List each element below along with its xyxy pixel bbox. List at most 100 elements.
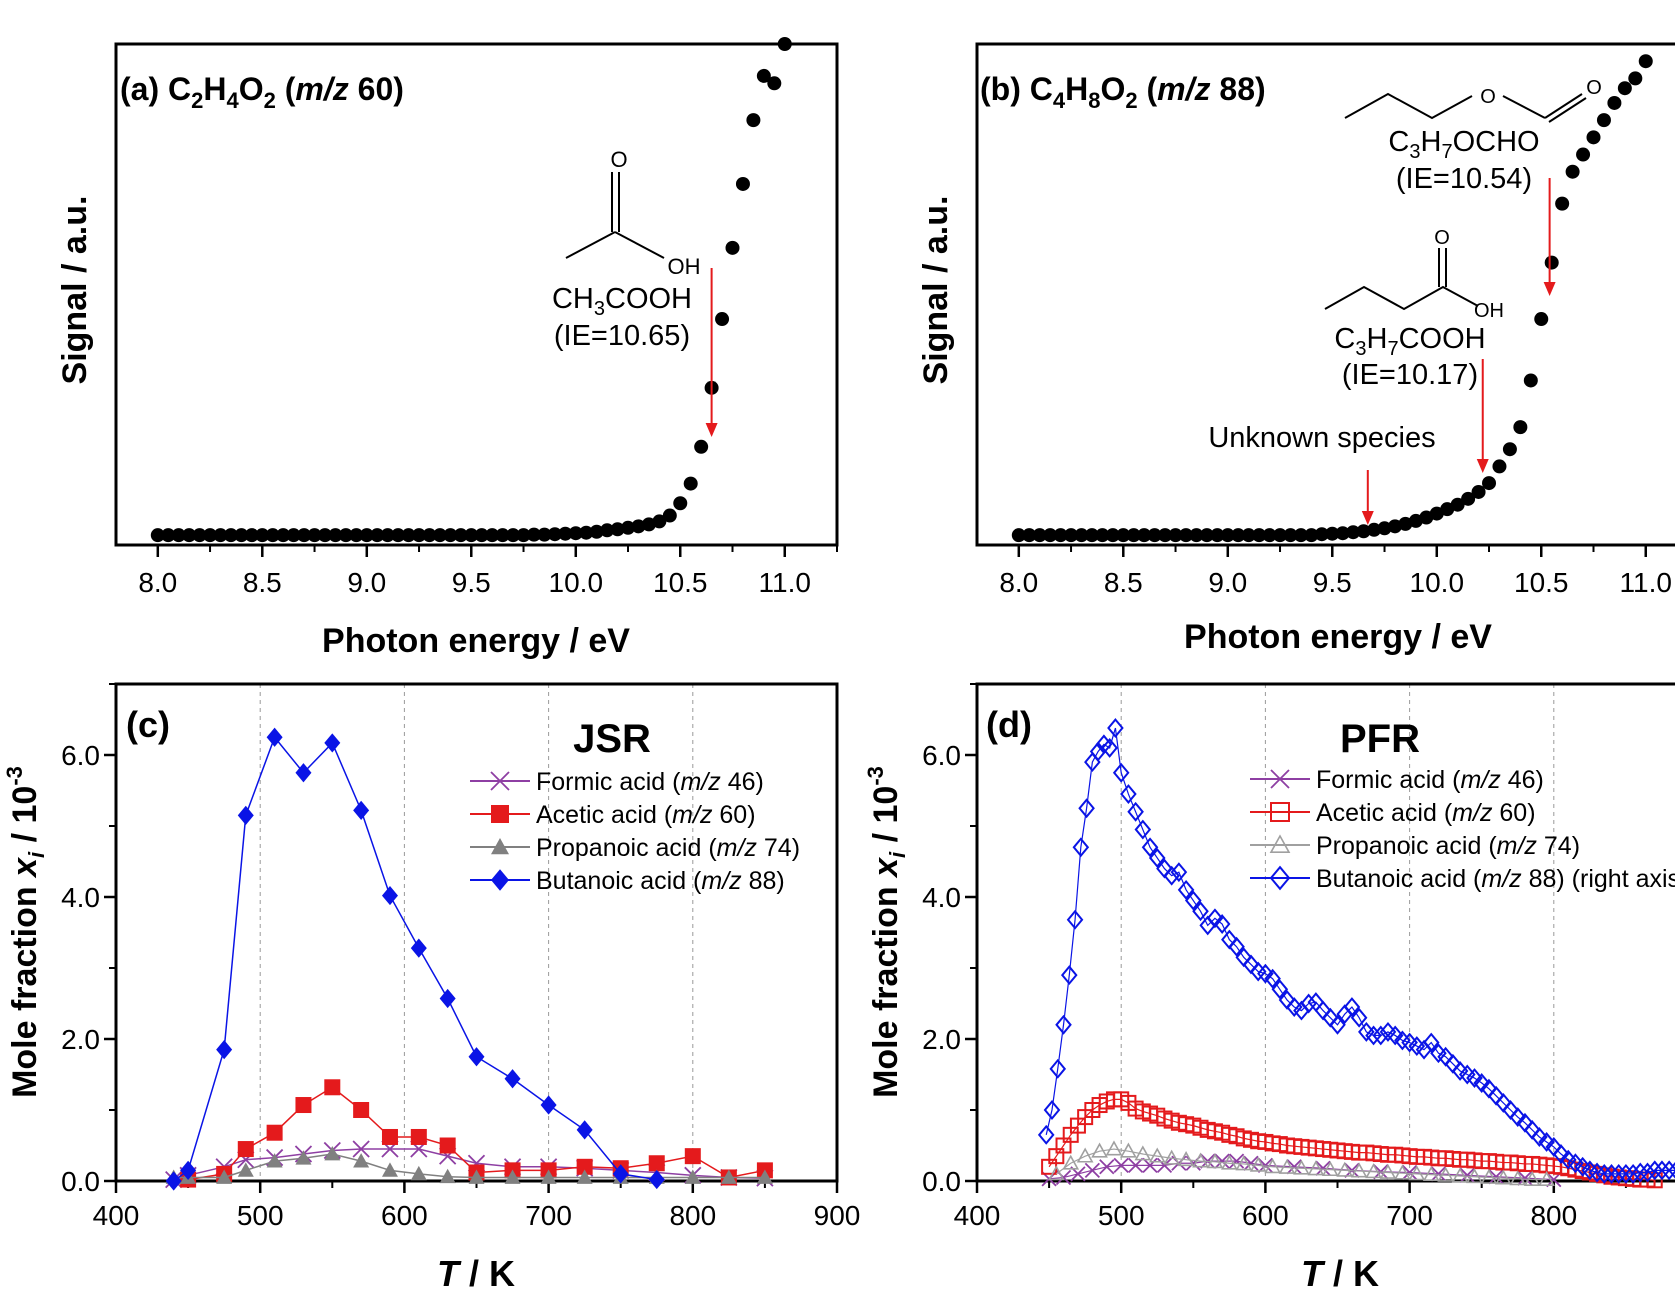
data-point bbox=[1091, 1142, 1108, 1158]
y-tick-label: 4.0 bbox=[61, 882, 100, 913]
legend-item: Formic acid (m/z 46) bbox=[470, 768, 764, 796]
data-point bbox=[1199, 528, 1214, 543]
data-point bbox=[213, 528, 228, 543]
data-point bbox=[1314, 527, 1329, 542]
data-point bbox=[1142, 1157, 1158, 1174]
legend-marker bbox=[1270, 769, 1290, 789]
data-point bbox=[1112, 762, 1130, 783]
data-point bbox=[1422, 1032, 1440, 1053]
series-butanoic-acid bbox=[1037, 718, 1675, 1184]
panel-d-axis-ticks: 400 500 600 700 800 0.0 2.0 4.0 6.0 bbox=[922, 683, 1627, 1231]
data-point bbox=[1646, 1160, 1664, 1181]
data-point bbox=[1178, 528, 1193, 543]
data-point bbox=[317, 528, 332, 543]
data-point bbox=[1307, 1160, 1325, 1176]
data-point bbox=[1346, 525, 1361, 540]
data-point bbox=[1072, 837, 1090, 858]
data-point bbox=[381, 1128, 398, 1145]
panel-d-gridlines bbox=[1120, 684, 1555, 1181]
data-point bbox=[1459, 1167, 1475, 1183]
legend-item: Acetic acid (m/z 60) bbox=[1250, 799, 1536, 827]
legend-item: Formic acid (m/z 46) bbox=[1250, 766, 1544, 794]
data-point bbox=[171, 528, 186, 543]
data-point bbox=[720, 1169, 737, 1184]
data-point bbox=[295, 763, 312, 783]
data-point bbox=[1482, 476, 1497, 491]
panel-a-x-axis-label: Photon energy / eV bbox=[322, 622, 630, 660]
data-point bbox=[1660, 1160, 1675, 1181]
data-point bbox=[1147, 528, 1162, 543]
data-point bbox=[1283, 528, 1298, 543]
data-point bbox=[1273, 528, 1288, 543]
data-point bbox=[1450, 497, 1465, 512]
data-point bbox=[1544, 255, 1559, 270]
data-point bbox=[1379, 1163, 1397, 1179]
x-tick-label: 10.5 bbox=[1514, 567, 1569, 598]
propyl-formate-o-carbonyl-label: O bbox=[1586, 77, 1602, 99]
data-point bbox=[1271, 979, 1289, 1000]
data-point bbox=[1494, 1169, 1512, 1185]
panel-d-x-axis-label: T / K bbox=[1301, 1253, 1379, 1294]
panel-b-y-axis-label: Signal / a.u. bbox=[917, 196, 955, 385]
data-point bbox=[1394, 1164, 1411, 1180]
series-acetic-acid bbox=[180, 1079, 773, 1188]
data-point bbox=[1350, 1162, 1368, 1178]
data-point bbox=[468, 1169, 485, 1184]
data-point bbox=[1293, 528, 1308, 543]
data-point bbox=[1163, 1149, 1181, 1165]
data-point bbox=[255, 528, 270, 543]
data-point bbox=[1116, 528, 1131, 543]
legend-marker bbox=[1270, 802, 1290, 822]
x-tick-label: 9.0 bbox=[1208, 567, 1247, 598]
data-point bbox=[1066, 909, 1084, 930]
legend-marker bbox=[490, 771, 510, 791]
x-tick-label: 600 bbox=[381, 1200, 428, 1231]
propyl-formate-name: C3H7OCHO bbox=[1388, 126, 1539, 163]
legend-label: Butanoic acid (m/z 88) bbox=[536, 867, 785, 895]
data-point bbox=[684, 1169, 701, 1184]
series-line bbox=[1048, 1098, 1655, 1181]
data-point bbox=[1329, 1014, 1346, 1035]
data-point bbox=[1011, 528, 1026, 543]
data-point bbox=[1461, 491, 1476, 506]
data-point bbox=[725, 240, 740, 255]
data-point bbox=[662, 508, 677, 523]
data-point bbox=[1053, 528, 1068, 543]
data-point bbox=[576, 1169, 593, 1184]
data-point bbox=[203, 528, 218, 543]
x-tick-label: 400 bbox=[93, 1200, 140, 1231]
data-point bbox=[1126, 528, 1141, 543]
data-point bbox=[1576, 147, 1591, 162]
data-point bbox=[1210, 528, 1225, 543]
data-point bbox=[353, 1102, 370, 1118]
propyl-formate-ie: (IE=10.54) bbox=[1396, 163, 1532, 195]
data-point bbox=[683, 476, 698, 491]
data-point bbox=[610, 522, 625, 537]
data-point bbox=[237, 1162, 254, 1177]
data-point bbox=[1127, 1157, 1144, 1174]
data-point bbox=[1367, 522, 1382, 537]
x-tick-label: 8.0 bbox=[999, 567, 1038, 598]
data-point bbox=[1596, 113, 1611, 128]
data-point bbox=[1084, 528, 1099, 543]
data-point bbox=[1032, 528, 1047, 543]
data-point bbox=[1243, 1155, 1259, 1171]
data-point bbox=[1617, 81, 1632, 96]
x-tick-label: 10.0 bbox=[549, 567, 604, 598]
data-point bbox=[276, 528, 291, 543]
data-point bbox=[474, 528, 489, 543]
data-point bbox=[150, 528, 165, 543]
legend-marker bbox=[491, 838, 509, 855]
data-point bbox=[746, 113, 761, 128]
data-point bbox=[1264, 1158, 1281, 1174]
data-point bbox=[180, 1160, 197, 1180]
data-point bbox=[1084, 1162, 1100, 1178]
data-point bbox=[1321, 1160, 1339, 1177]
data-point bbox=[192, 528, 207, 543]
data-point bbox=[439, 988, 456, 1009]
data-point bbox=[381, 1162, 398, 1177]
data-point bbox=[1638, 54, 1653, 69]
data-point bbox=[506, 528, 521, 543]
butanoic-acid-oh-label: OH bbox=[1474, 300, 1504, 322]
data-point bbox=[1401, 1164, 1418, 1181]
